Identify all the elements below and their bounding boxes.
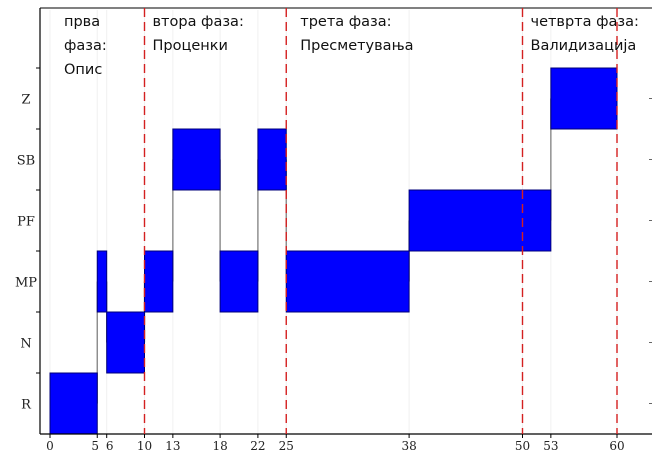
x-label-25: 25 (279, 439, 294, 453)
x-tick-labels: 0 5 6 10 13 18 22 25 38 50 53 60 (46, 439, 624, 453)
phase-labels: прва фаза: Опис втора фаза: Проценки трета фа… (64, 14, 639, 78)
x-label-22: 22 (250, 439, 265, 453)
bar-R-0-5 (49, 372, 98, 435)
phase-label-line: четврта фаза: (531, 14, 639, 30)
x-label-10: 10 (137, 439, 152, 453)
phase-label-1: прва фаза: Опис (64, 14, 107, 78)
x-label-13: 13 (165, 439, 180, 453)
bar-Z-53-60 (550, 67, 618, 130)
phase-label-line: втора фаза: (153, 14, 244, 30)
x-label-0: 0 (46, 439, 54, 453)
axes (36, 7, 652, 438)
phase-label-line: Опис (64, 62, 102, 78)
phase-label-3: трета фаза: Пресметувања (300, 14, 413, 54)
bar-MP-25-38 (285, 250, 410, 313)
y-label-PF: PF (17, 215, 35, 230)
phase-label-line: Пресметувања (300, 38, 413, 54)
x-label-6: 6 (106, 439, 114, 453)
bar-PF-38-53 (408, 189, 552, 252)
y-label-Z: Z (21, 93, 30, 108)
y-label-MP: MP (15, 276, 37, 291)
phase-boundaries (143, 8, 618, 434)
y-label-SB: SB (17, 154, 35, 169)
phase-label-line: Валидизација (531, 38, 637, 54)
bar-SB-22-25 (257, 128, 287, 191)
phase-label-line: Проценки (153, 38, 228, 54)
x-label-38: 38 (401, 439, 416, 453)
bar-MP-10-13 (144, 250, 174, 313)
phase-label-4: четврта фаза: Валидизација (531, 14, 639, 54)
phase-label-line: трета фаза: (300, 14, 391, 30)
x-label-5: 5 (91, 439, 99, 453)
bars (49, 67, 618, 435)
y-tick-labels: R N MP PF SB Z (15, 93, 37, 413)
bar-N-6-10 (106, 311, 145, 374)
bar-MP-18-22 (219, 250, 259, 313)
x-label-18: 18 (212, 439, 227, 453)
x-label-50: 50 (515, 439, 530, 453)
y-label-R: R (21, 398, 32, 413)
phase-label-2: втора фаза: Проценки (153, 14, 244, 54)
y-label-N: N (20, 337, 31, 352)
bar-SB-13-18 (172, 128, 221, 191)
x-label-53: 53 (543, 439, 558, 453)
phase-label-line: прва (64, 14, 100, 30)
bar-MP-5-6 (96, 250, 108, 313)
x-label-60: 60 (609, 439, 624, 453)
phase-label-line: фаза: (64, 38, 107, 54)
